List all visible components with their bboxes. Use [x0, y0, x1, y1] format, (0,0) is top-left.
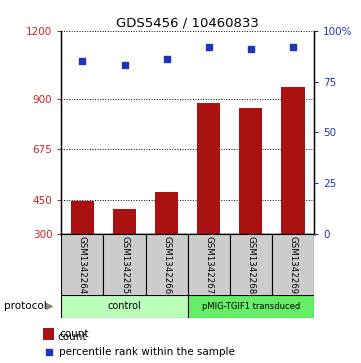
- Bar: [188, 295, 314, 318]
- Title: GDS5456 / 10460833: GDS5456 / 10460833: [116, 17, 259, 30]
- Point: [164, 56, 170, 62]
- Bar: [43, 328, 54, 340]
- Text: GSM1342269: GSM1342269: [288, 236, 297, 294]
- Text: count: count: [58, 332, 87, 342]
- Text: control: control: [108, 301, 142, 311]
- Point: [290, 44, 296, 50]
- Point: [206, 44, 212, 50]
- Text: GSM1342266: GSM1342266: [162, 236, 171, 294]
- Bar: [104, 234, 145, 296]
- Bar: [61, 295, 188, 318]
- Text: protocol: protocol: [4, 301, 46, 311]
- Point: [248, 46, 254, 52]
- Text: GSM1342268: GSM1342268: [247, 236, 255, 294]
- Point: [122, 62, 127, 68]
- Text: percentile rank within the sample: percentile rank within the sample: [59, 347, 235, 357]
- Bar: [197, 103, 220, 234]
- Bar: [145, 234, 188, 296]
- Point: [79, 58, 85, 64]
- Bar: [71, 201, 94, 234]
- Bar: [113, 209, 136, 234]
- Text: GSM1342267: GSM1342267: [204, 236, 213, 294]
- Bar: [155, 192, 178, 234]
- Point: [46, 349, 52, 355]
- Bar: [230, 234, 272, 296]
- Text: GSM1342265: GSM1342265: [120, 236, 129, 294]
- Bar: [272, 234, 314, 296]
- Bar: [239, 108, 262, 234]
- Text: GSM1342264: GSM1342264: [78, 236, 87, 294]
- Bar: [61, 234, 104, 296]
- Bar: [282, 87, 305, 234]
- Bar: [188, 234, 230, 296]
- Text: pMIG-TGIF1 transduced: pMIG-TGIF1 transduced: [202, 302, 300, 311]
- Text: count: count: [59, 329, 89, 339]
